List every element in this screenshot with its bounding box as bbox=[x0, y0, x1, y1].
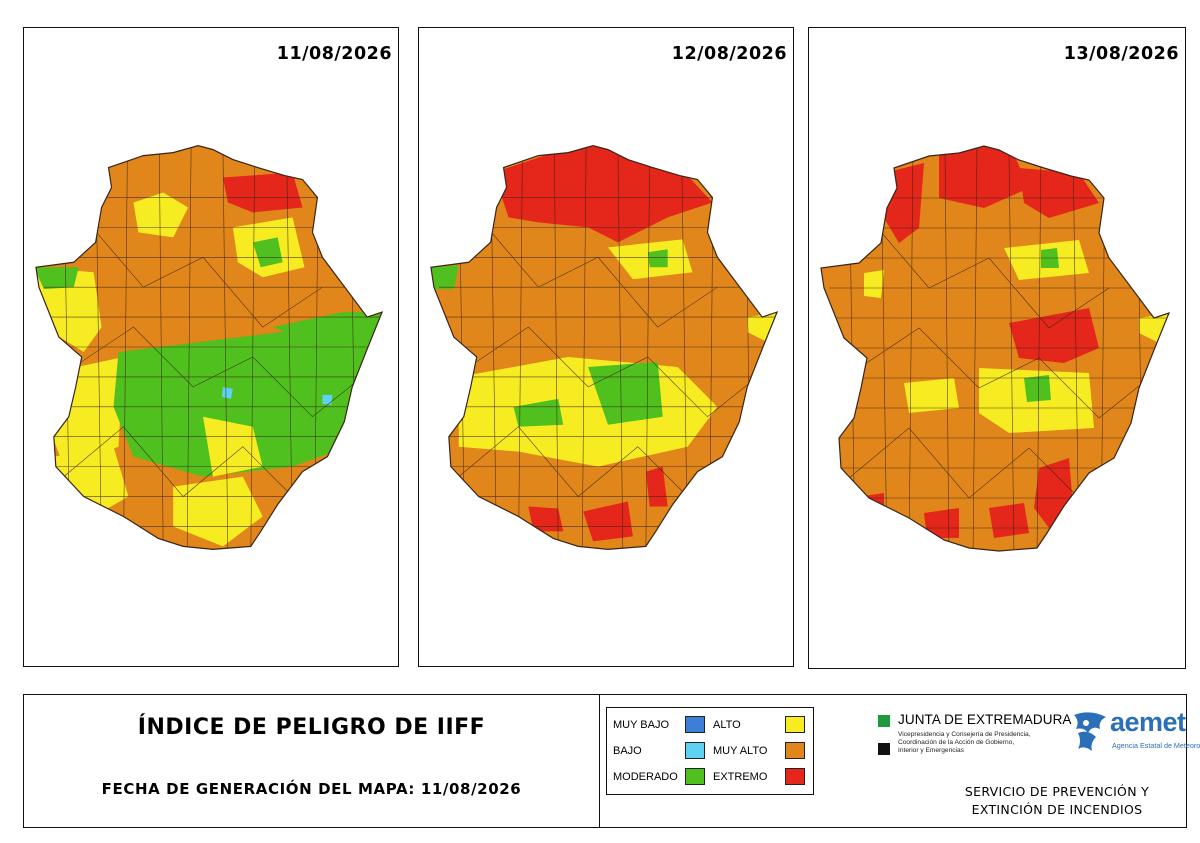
legend: MUY BAJO ALTO BAJO MUY ALTO MODERADO EXT… bbox=[606, 707, 814, 795]
junta-logo: JUNTA DE EXTREMADURA bbox=[898, 712, 1072, 727]
junta-subtitle: Interior y Emergencias bbox=[898, 747, 964, 754]
legend-label: ALTO bbox=[713, 719, 741, 731]
junta-green-icon bbox=[878, 715, 890, 727]
legend-swatch bbox=[685, 742, 705, 759]
aemet-name: aemet bbox=[1110, 707, 1186, 737]
divider bbox=[599, 695, 600, 827]
extremadura-map bbox=[430, 145, 779, 550]
map-panel-2: 12/08/2026 bbox=[418, 27, 794, 667]
junta-subtitle: Vicepresidencia y Consejería de Presiden… bbox=[898, 731, 1031, 738]
legend-swatch bbox=[785, 768, 805, 785]
aemet-subtitle: Agencia Estatal de Meteorología bbox=[1112, 741, 1200, 750]
extremadura-map bbox=[35, 145, 384, 550]
legend-row: MUY BAJO ALTO bbox=[607, 716, 813, 736]
map-panel-1: 11/08/2026 bbox=[23, 27, 399, 667]
legend-label: BAJO bbox=[613, 745, 642, 757]
junta-subtitle: Coordinación de la Acción de Gobierno, bbox=[898, 739, 1015, 746]
service-line: EXTINCIÓN DE INCENDIOS bbox=[971, 802, 1143, 817]
legend-swatch bbox=[685, 768, 705, 785]
generation-date: FECHA DE GENERACIÓN DEL MAPA: 11/08/2026 bbox=[101, 780, 522, 798]
legend-swatch bbox=[785, 742, 805, 759]
aemet-emblem-icon bbox=[1074, 712, 1106, 751]
legend-label: MODERADO bbox=[613, 771, 678, 783]
panel-date: 13/08/2026 bbox=[1063, 44, 1179, 64]
junta-black-icon bbox=[878, 743, 890, 755]
legend-label: MUY BAJO bbox=[613, 719, 670, 731]
legend-swatch bbox=[685, 716, 705, 733]
legend-row: MODERADO EXTREMO bbox=[607, 768, 813, 788]
info-box: ÍNDICE DE PELIGRO DE IIFF FECHA DE GENER… bbox=[23, 694, 1200, 828]
service-line: SERVICIO DE PREVENCIÓN Y bbox=[964, 784, 1150, 799]
legend-swatch bbox=[785, 716, 805, 733]
panel-date: 11/08/2026 bbox=[276, 44, 392, 64]
page-title: ÍNDICE DE PELIGRO DE IIFF bbox=[137, 715, 486, 740]
legend-label: EXTREMO bbox=[713, 771, 768, 783]
service-name: SERVICIO DE PREVENCIÓN Y EXTINCIÓN DE IN… bbox=[932, 783, 1182, 819]
map-panel-3: 13/08/2026 bbox=[808, 27, 1186, 669]
panel-date: 12/08/2026 bbox=[671, 44, 787, 64]
aemet-logo: aemet Agencia Estatal de Meteorología bbox=[1070, 707, 1200, 757]
legend-row: BAJO MUY ALTO bbox=[607, 742, 813, 762]
extremadura-map bbox=[820, 145, 1171, 552]
logos: JUNTA DE EXTREMADURA Vicepresidencia y C… bbox=[874, 707, 1200, 819]
legend-label: MUY ALTO bbox=[713, 745, 768, 757]
